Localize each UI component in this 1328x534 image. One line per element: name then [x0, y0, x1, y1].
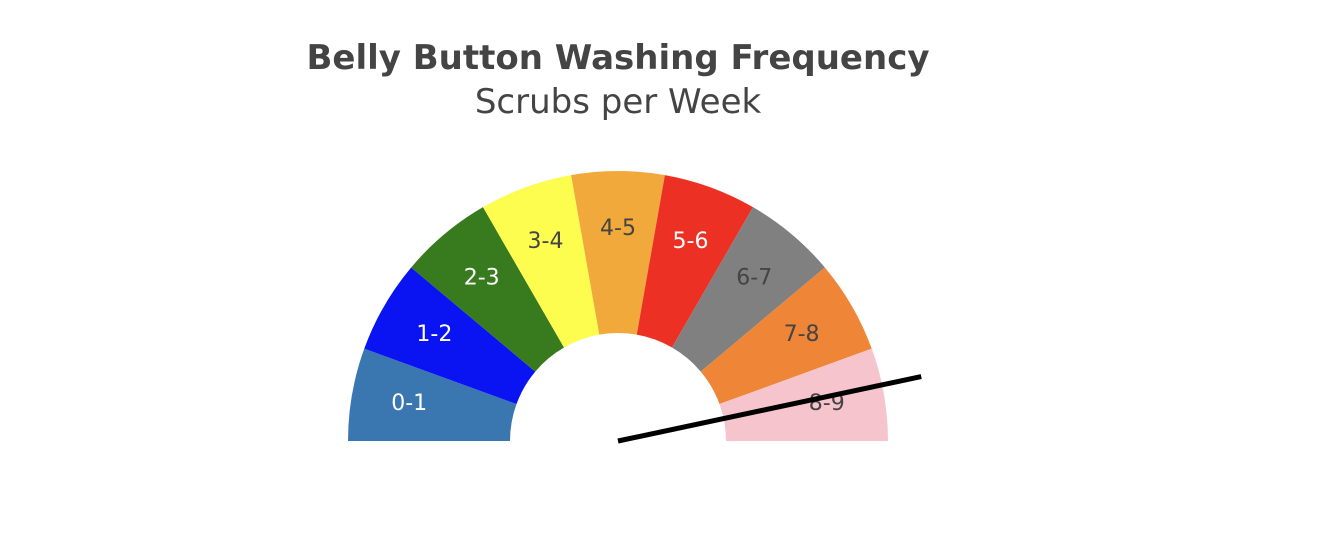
gauge-segment-8-9 — [719, 348, 888, 441]
gauge-segment-label: 5-6 — [673, 229, 709, 254]
gauge-segment-label: 6-7 — [736, 266, 772, 291]
gauge-segment-label: 0-1 — [391, 391, 427, 416]
chart-subtitle: Scrubs per Week — [474, 82, 762, 122]
gauge-needle — [617, 374, 922, 444]
gauge-segment-4-5 — [571, 171, 665, 335]
gauge-segment-label: 4-5 — [600, 216, 636, 241]
gauge-segment-label: 3-4 — [528, 229, 564, 254]
gauge-segment-5-6 — [636, 175, 753, 348]
gauge-segment-label: 1-2 — [416, 322, 452, 347]
gauge-segment-0-1 — [348, 348, 517, 441]
gauge-segment-label: 7-8 — [784, 322, 820, 347]
gauge-segment-7-8 — [700, 267, 872, 405]
gauge-segment-3-4 — [483, 175, 600, 348]
gauge-segment-1-2 — [364, 267, 536, 405]
chart-title: Belly Button Washing Frequency — [306, 38, 930, 78]
gauge-segment-label: 2-3 — [464, 266, 500, 291]
gauge-segment-2-3 — [411, 207, 564, 372]
gauge-segment-6-7 — [672, 207, 825, 372]
